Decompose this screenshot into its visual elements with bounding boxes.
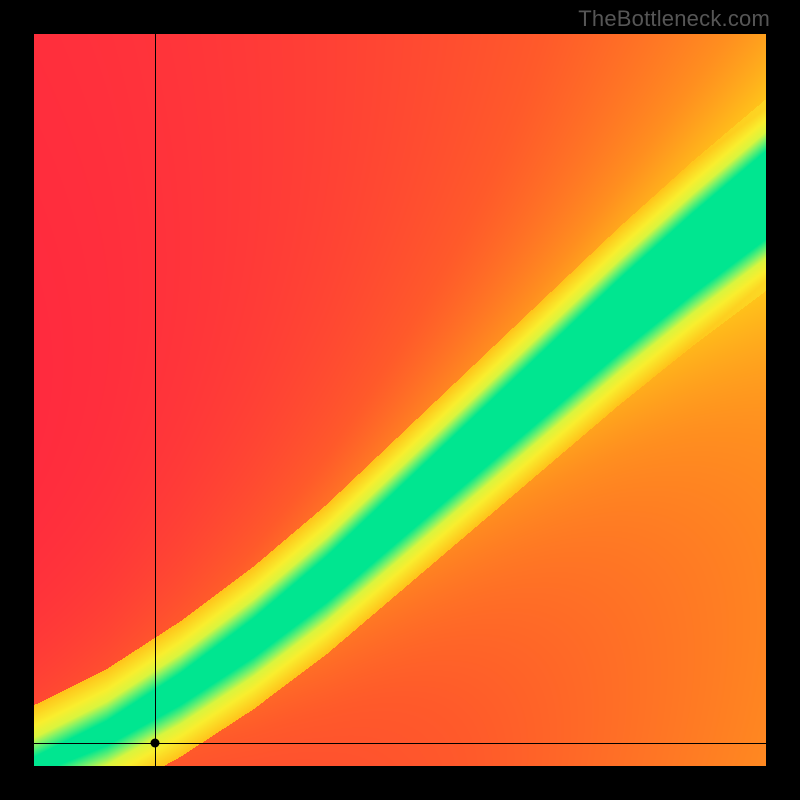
crosshair-horizontal — [34, 743, 766, 744]
crosshair-dot — [150, 738, 159, 747]
heatmap-plot — [34, 34, 766, 766]
crosshair-vertical — [155, 34, 156, 766]
heatmap-canvas — [34, 34, 766, 766]
watermark-text: TheBottleneck.com — [578, 6, 770, 32]
